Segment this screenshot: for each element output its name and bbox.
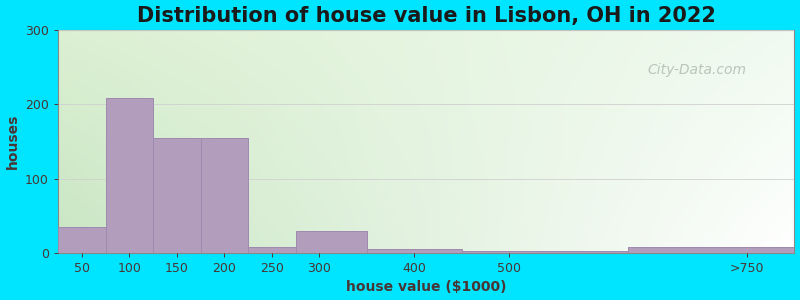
Text: City-Data.com: City-Data.com: [647, 63, 746, 77]
Y-axis label: houses: houses: [6, 114, 19, 169]
Bar: [367, 249, 462, 253]
Bar: [462, 251, 628, 253]
Bar: [106, 98, 153, 253]
Bar: [628, 247, 794, 253]
Bar: [295, 231, 367, 253]
Bar: [248, 247, 295, 253]
X-axis label: house value ($1000): house value ($1000): [346, 280, 506, 294]
Bar: [58, 227, 106, 253]
Bar: [201, 138, 248, 253]
Bar: [153, 138, 201, 253]
Title: Distribution of house value in Lisbon, OH in 2022: Distribution of house value in Lisbon, O…: [137, 6, 716, 26]
